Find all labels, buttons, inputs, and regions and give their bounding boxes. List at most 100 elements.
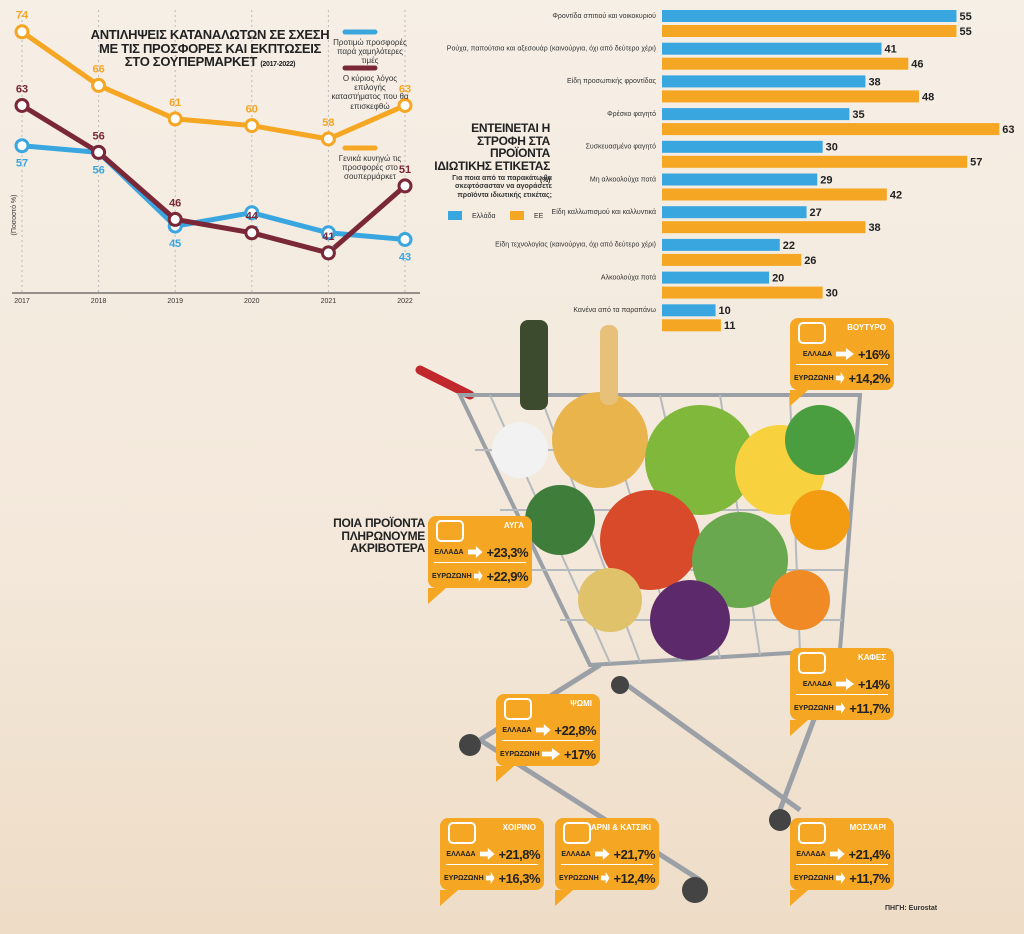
- price-callout: ΒΟΥΤΥΡΟ ΕΛΛΑΔΑ +16% ΕΥΡΩΖΩΝΗ +14,2%: [790, 318, 894, 406]
- bar: [662, 10, 957, 22]
- category-label: Μη αλκοολούχα ποτά: [590, 175, 656, 183]
- data-label: 26: [804, 255, 816, 267]
- bar: [662, 253, 802, 266]
- region-label: ΕΥΡΩΖΩΝΗ: [432, 572, 472, 580]
- cart-illustration: [415, 320, 863, 903]
- line-point: [320, 245, 336, 261]
- line-point: [91, 77, 107, 93]
- product-name: ΧΟΙΡΙΝΟ: [502, 823, 536, 832]
- arrow: [836, 872, 846, 884]
- price-callout: ΧΟΙΡΙΝΟ ΕΛΛΑΔΑ +21,8% ΕΥΡΩΖΩΝΗ +16,3%: [440, 818, 544, 906]
- x-tick-label: 2021: [321, 298, 337, 305]
- cart-handle: [415, 365, 475, 400]
- source: ΠΗΓΗ: Eurostat: [885, 905, 938, 912]
- data-label: 35: [852, 109, 864, 121]
- legend-label: Ελλάδα: [472, 212, 496, 220]
- region-label: ΕΛΛΑΔΑ: [802, 350, 832, 358]
- price-row: ΕΛΛΑΔΑ +14%: [794, 674, 890, 694]
- price-change: +17%: [564, 746, 596, 762]
- arrow: [836, 348, 854, 360]
- data-label: 29: [820, 174, 832, 186]
- divider: [446, 864, 538, 865]
- bar: [662, 304, 716, 317]
- price-row: ΕΛΛΑΔΑ +22,8%: [500, 720, 596, 740]
- price-change: +16,3%: [498, 870, 541, 886]
- product-name: ΒΟΥΤΥΡΟ: [847, 323, 886, 332]
- line-point: [244, 205, 260, 221]
- arrow: [479, 848, 495, 860]
- product-name: ΑΡΝΙ & ΚΑΤΣΙΚΙ: [590, 823, 651, 832]
- x-tick-label: 2020: [244, 298, 260, 305]
- price-callout: ΑΡΝΙ & ΚΑΤΣΙΚΙ ΕΛΛΑΔΑ +21,7% ΕΥΡΩΖΩΝΗ +12,4%: [555, 818, 659, 906]
- callout-tail: [555, 890, 573, 906]
- arrow: [474, 570, 483, 582]
- arrow: [601, 872, 610, 884]
- data-label: 11: [724, 320, 736, 332]
- line-point: [167, 111, 183, 127]
- bar: [662, 108, 850, 121]
- x-tick-label: 2022: [397, 298, 413, 305]
- region-label: ΕΥΡΩΖΩΝΗ: [444, 874, 484, 882]
- price-change: +16%: [858, 346, 890, 362]
- region-label: ΕΥΡΩΖΩΝΗ: [559, 874, 599, 882]
- legend-label: Προτιμώ προσφορές παρά χαμηλότερες τιμές: [333, 38, 407, 66]
- x-tick-label: 2018: [91, 298, 107, 305]
- legend-label: Ο κύριος λόγος επιλογής καταστήματος που…: [331, 74, 409, 111]
- data-label: 46: [169, 197, 181, 209]
- data-label: 63: [399, 83, 411, 95]
- data-label: 27: [810, 207, 822, 219]
- arrow: [535, 724, 551, 736]
- price-change: +22,9%: [486, 568, 529, 584]
- price-change: +14,2%: [848, 370, 891, 386]
- bar: [662, 319, 721, 332]
- bar: [662, 57, 909, 70]
- line-point: [91, 144, 107, 160]
- line-point: [397, 178, 413, 194]
- data-label: 55: [959, 11, 971, 23]
- category-label: Συσκευασμένο φαγητό: [586, 143, 657, 151]
- product-name: ΜΟΣΧΑΡΙ: [849, 823, 886, 832]
- product-icon: [798, 822, 826, 844]
- bar: [662, 173, 818, 186]
- category-label: Ρούχα, παπούτσια και αξεσουάρ (καινούργι…: [447, 45, 656, 53]
- divider: [796, 694, 888, 695]
- data-label: 74: [16, 10, 29, 22]
- region-label: ΕΛΛΑΔΑ: [446, 850, 476, 858]
- region-label: ΕΛΛΑΔΑ: [561, 850, 591, 858]
- price-row: ΕΥΡΩΖΩΝΗ +17%: [500, 744, 596, 764]
- category-label: Κανένα από τα παραπάνω: [573, 306, 656, 314]
- data-label: 63: [1002, 124, 1014, 136]
- legend-swatch: [448, 211, 462, 220]
- data-label: 60: [246, 104, 258, 116]
- bar-chart-title-unit: (%): [540, 177, 550, 185]
- data-label: 10: [719, 305, 731, 317]
- data-label: 56: [92, 130, 104, 142]
- product-icon: [504, 698, 532, 720]
- callout-tail: [428, 588, 446, 604]
- price-callout: ΑΥΓΑ ΕΛΛΑΔΑ +23,3% ΕΥΡΩΖΩΝΗ +22,9%: [428, 516, 532, 604]
- data-label: 55: [959, 26, 971, 38]
- bar: [662, 188, 887, 201]
- category-label: Φροντίδα σπιτιού και νοικοκυριού: [552, 12, 656, 20]
- line-point: [14, 138, 30, 154]
- product-icon: [448, 822, 476, 844]
- bar-chart-title: ΕΝΤΕΙΝΕΤΑΙ Η ΣΤΡΟΦΗ ΣΤΑ ΠΡΟΪΟΝΤΑ ΙΔΙΩΤΙΚ…: [430, 122, 550, 185]
- data-label: 38: [868, 76, 880, 88]
- bar: [662, 140, 823, 153]
- price-change: +21,7%: [613, 846, 656, 862]
- price-change: +21,4%: [848, 846, 891, 862]
- price-change: +11,7%: [849, 870, 890, 886]
- price-row: ΕΥΡΩΖΩΝΗ +11,7%: [794, 868, 890, 888]
- price-change: +21,8%: [498, 846, 541, 862]
- divider: [502, 740, 594, 741]
- category-label: Είδη τεχνολογίας (καινούργια, όχι από δε…: [495, 241, 656, 249]
- region-label: ΕΛΛΑΔΑ: [502, 726, 532, 734]
- bar: [662, 25, 957, 37]
- data-label: 61: [169, 97, 181, 109]
- legend-label: ΕΕ: [534, 213, 544, 220]
- product-name: ΑΥΓΑ: [503, 521, 524, 530]
- data-label: 38: [868, 222, 880, 234]
- price-change: +12,4%: [613, 870, 656, 886]
- cart-produce: [492, 320, 855, 660]
- arrow: [467, 546, 483, 558]
